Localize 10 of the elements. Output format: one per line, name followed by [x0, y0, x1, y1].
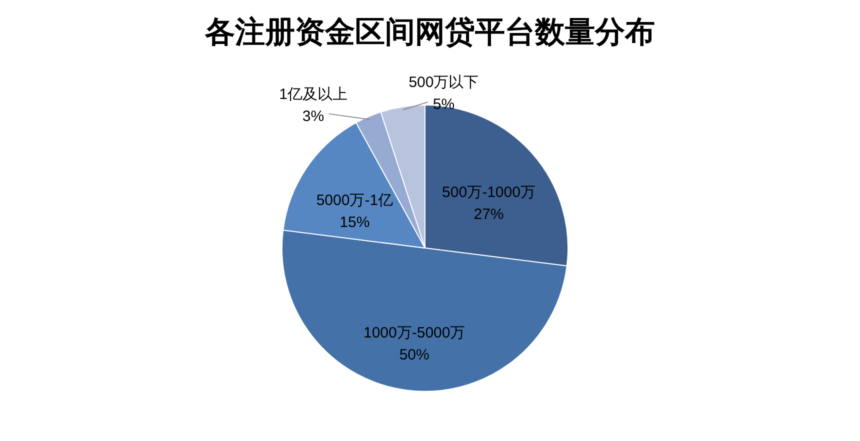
- slice-label: 5000万-1亿: [316, 192, 394, 210]
- slice-label: 1000万-5000万: [363, 324, 466, 342]
- data-label: 27%: [474, 206, 504, 223]
- chart-title: 各注册资金区间网贷平台数量分布: [204, 15, 655, 50]
- data-label: 3%: [302, 108, 324, 125]
- data-label: 50%: [399, 346, 430, 364]
- slice-label: 1亿及以上: [279, 86, 348, 103]
- slice-label: 500万-1000万: [442, 184, 536, 201]
- data-label: 15%: [340, 214, 370, 232]
- slice-label: 500万以下: [408, 74, 479, 92]
